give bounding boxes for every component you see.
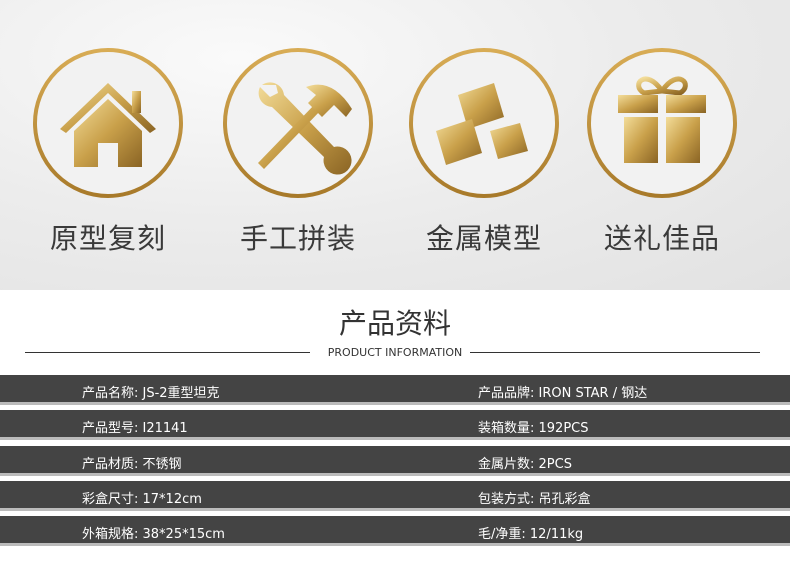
info-row: 外箱规格: 38*25*15cm 毛/净重: 12/11kg xyxy=(0,516,790,546)
feature-label: 金属模型 xyxy=(425,222,542,255)
info-left: 产品名称: JS-2重型坦克 xyxy=(82,386,220,401)
gift-icon xyxy=(587,48,737,198)
info-left: 产品材质: 不锈钢 xyxy=(82,457,182,472)
info-right: 金属片数: 2PCS xyxy=(478,457,572,472)
gold-bars-icon xyxy=(409,48,559,198)
info-row: 彩盒尺寸: 17*12cm 包装方式: 吊孔彩盒 xyxy=(0,481,790,511)
info-left: 产品型号: I21141 xyxy=(82,421,188,436)
features-banner: 原型复刻 手工拼装 金属模型 送礼佳品 xyxy=(0,0,790,290)
info-right: 产品品牌: IRON STAR / 钢达 xyxy=(478,386,648,401)
section-subtitle: PRODUCT INFORMATION xyxy=(327,346,463,359)
info-row: 产品型号: I21141 装箱数量: 192PCS xyxy=(0,410,790,440)
feature-replica: 原型复刻 xyxy=(28,47,188,257)
feature-label: 原型复刻 xyxy=(49,222,166,255)
feature-handmade: 手工拼装 xyxy=(218,47,378,257)
info-left: 外箱规格: 38*25*15cm xyxy=(82,527,225,542)
info-row: 产品名称: JS-2重型坦克 产品品牌: IRON STAR / 钢达 xyxy=(0,375,790,405)
feature-gift: 送礼佳品 xyxy=(582,47,742,257)
info-left: 彩盒尺寸: 17*12cm xyxy=(82,492,202,507)
house-icon xyxy=(33,48,183,198)
info-row: 产品材质: 不锈钢 金属片数: 2PCS xyxy=(0,446,790,476)
info-right: 装箱数量: 192PCS xyxy=(478,421,589,436)
feature-metal: 金属模型 xyxy=(404,47,564,257)
section-title: 产品资料 xyxy=(338,307,451,340)
divider-left xyxy=(25,352,310,353)
feature-label: 手工拼装 xyxy=(239,222,356,255)
divider-right xyxy=(470,352,760,353)
info-right: 包装方式: 吊孔彩盒 xyxy=(478,492,591,507)
tools-icon xyxy=(223,48,373,198)
info-right: 毛/净重: 12/11kg xyxy=(478,527,584,542)
feature-label: 送礼佳品 xyxy=(603,222,720,255)
